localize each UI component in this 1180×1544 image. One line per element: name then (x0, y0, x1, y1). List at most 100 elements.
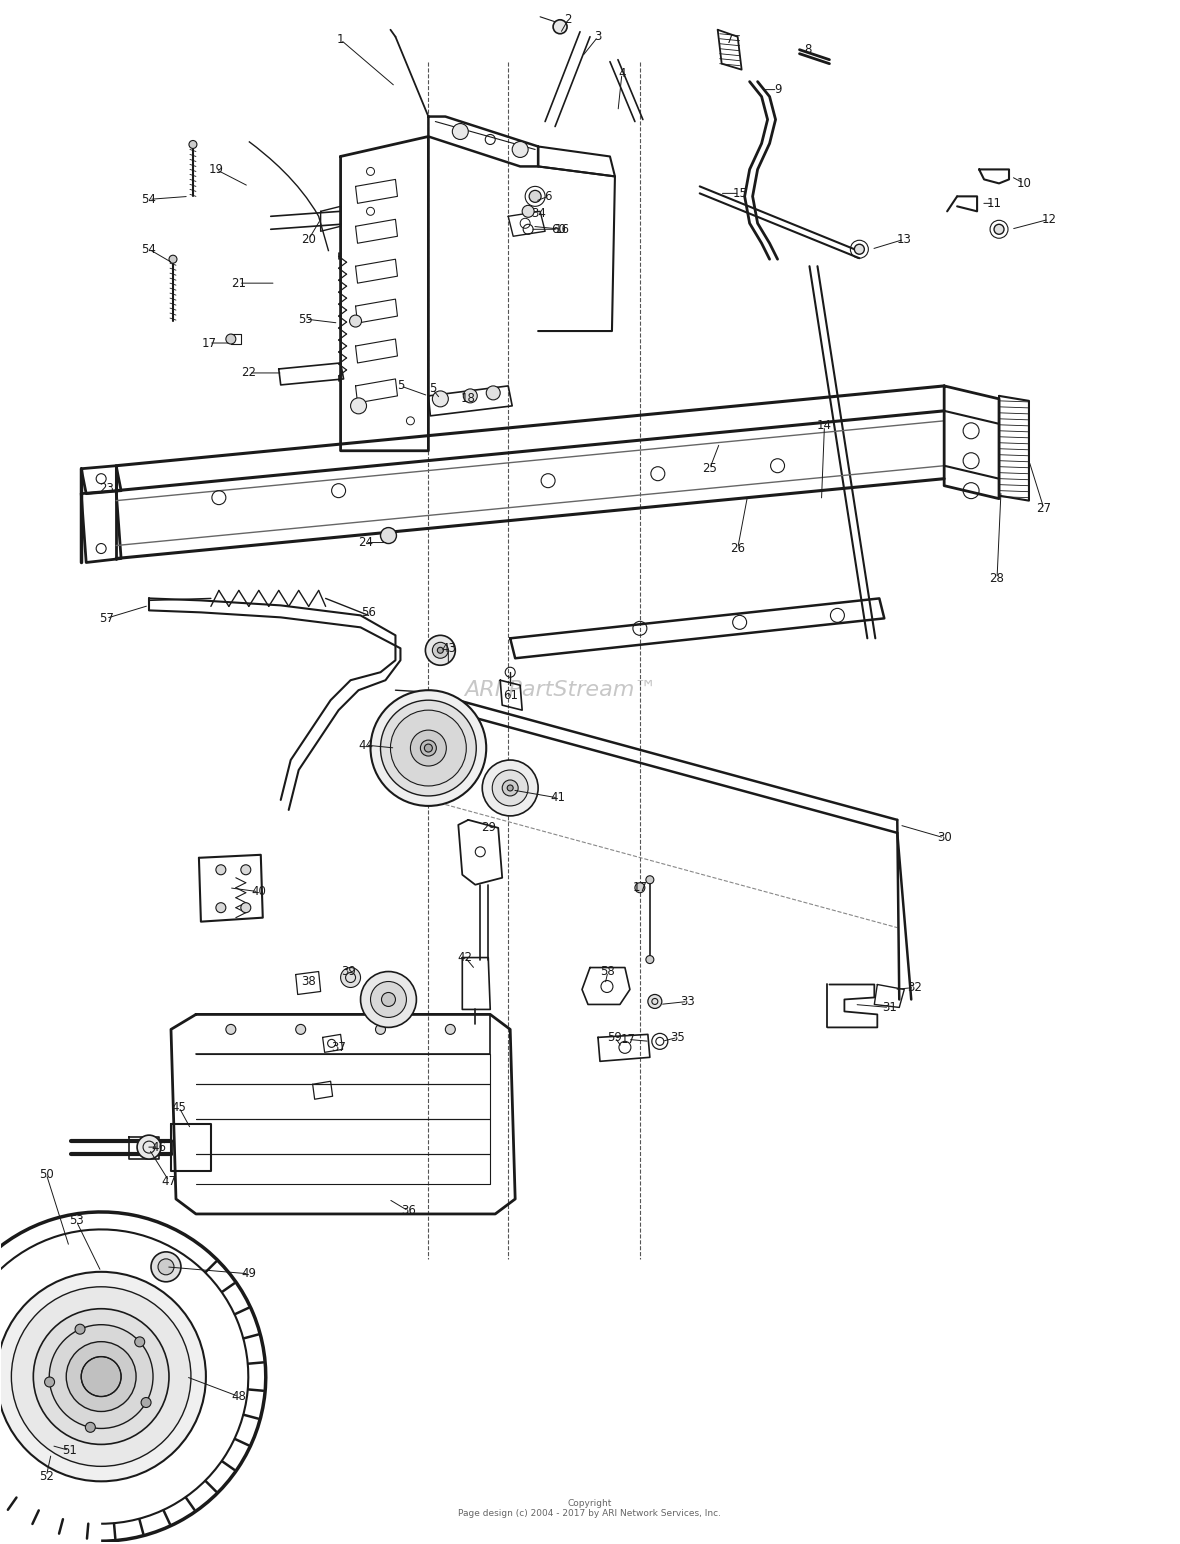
Text: 11: 11 (986, 196, 1002, 210)
Text: 17: 17 (202, 337, 216, 349)
Circle shape (85, 1422, 96, 1433)
Text: 4: 4 (618, 66, 625, 80)
Circle shape (380, 528, 396, 543)
Circle shape (241, 865, 251, 875)
Circle shape (371, 690, 486, 806)
Text: 17: 17 (621, 1033, 635, 1045)
Text: ARI PartStream™: ARI PartStream™ (464, 681, 656, 699)
Circle shape (50, 1325, 153, 1428)
Circle shape (411, 730, 446, 766)
Text: 50: 50 (39, 1167, 53, 1181)
Text: 59: 59 (608, 1031, 622, 1044)
Text: 33: 33 (681, 994, 695, 1008)
Text: 54: 54 (142, 193, 157, 205)
Circle shape (151, 1252, 181, 1282)
Text: 49: 49 (241, 1268, 256, 1280)
Circle shape (529, 190, 542, 202)
Text: 48: 48 (231, 1390, 247, 1403)
Text: 13: 13 (897, 233, 912, 245)
Circle shape (648, 994, 662, 1008)
Circle shape (854, 244, 865, 255)
Circle shape (135, 1337, 145, 1346)
Circle shape (553, 20, 568, 34)
Text: 34: 34 (531, 207, 545, 219)
Circle shape (12, 1286, 191, 1467)
Circle shape (438, 647, 444, 653)
Text: 42: 42 (458, 951, 473, 963)
Text: 3: 3 (595, 31, 602, 43)
Circle shape (225, 334, 236, 344)
Text: 53: 53 (68, 1215, 84, 1227)
Circle shape (371, 982, 406, 1017)
Text: 36: 36 (401, 1204, 415, 1218)
Circle shape (45, 1377, 54, 1387)
Circle shape (420, 740, 437, 757)
Circle shape (33, 1309, 169, 1445)
Circle shape (381, 993, 395, 1007)
Text: 46: 46 (151, 1141, 166, 1153)
Text: 39: 39 (341, 965, 356, 977)
Text: 5: 5 (428, 383, 437, 395)
Circle shape (425, 635, 455, 665)
Text: 58: 58 (601, 965, 615, 977)
Circle shape (994, 224, 1004, 235)
Circle shape (158, 1258, 173, 1275)
Text: 19: 19 (209, 164, 223, 176)
Text: 26: 26 (730, 542, 745, 554)
Text: 10: 10 (1016, 178, 1031, 190)
Circle shape (350, 398, 367, 414)
Circle shape (432, 391, 448, 408)
Circle shape (225, 1024, 236, 1034)
Text: 23: 23 (99, 482, 113, 496)
Text: 47: 47 (162, 1175, 177, 1187)
Circle shape (445, 1024, 455, 1034)
Text: 1: 1 (336, 34, 345, 46)
Circle shape (137, 1135, 160, 1160)
Circle shape (391, 710, 466, 786)
Text: 24: 24 (358, 536, 373, 550)
Text: 27: 27 (1036, 502, 1051, 516)
Text: Copyright
Page design (c) 2004 - 2017 by ARI Network Services, Inc.: Copyright Page design (c) 2004 - 2017 by… (459, 1499, 721, 1518)
Circle shape (142, 1397, 151, 1408)
Circle shape (296, 1024, 306, 1034)
Text: 18: 18 (461, 392, 476, 406)
Circle shape (169, 255, 177, 262)
Text: 51: 51 (61, 1444, 77, 1458)
Circle shape (512, 142, 529, 157)
Text: 15: 15 (733, 187, 747, 199)
Circle shape (432, 642, 448, 658)
Text: 31: 31 (881, 1001, 897, 1014)
Text: 45: 45 (171, 1101, 186, 1113)
Text: 35: 35 (670, 1031, 686, 1044)
Text: 12: 12 (1042, 213, 1056, 225)
Text: 32: 32 (906, 980, 922, 994)
Circle shape (341, 968, 361, 988)
Circle shape (241, 903, 251, 913)
Text: 8: 8 (804, 43, 811, 56)
Text: 7: 7 (726, 34, 734, 46)
Circle shape (66, 1342, 136, 1411)
Circle shape (486, 386, 500, 400)
Circle shape (645, 956, 654, 963)
Circle shape (0, 1272, 205, 1481)
Circle shape (349, 315, 361, 327)
Circle shape (380, 699, 477, 797)
Text: 38: 38 (301, 974, 316, 988)
Circle shape (452, 124, 468, 139)
Circle shape (635, 883, 645, 892)
Text: 17: 17 (632, 882, 648, 894)
Text: 37: 37 (332, 1041, 346, 1055)
Text: 25: 25 (702, 462, 717, 476)
Text: 20: 20 (301, 233, 316, 245)
Text: 41: 41 (551, 792, 565, 804)
Circle shape (375, 1024, 386, 1034)
Circle shape (189, 141, 197, 148)
Circle shape (645, 875, 654, 883)
Circle shape (76, 1325, 85, 1334)
Text: 43: 43 (441, 642, 455, 655)
Text: 16: 16 (555, 222, 570, 236)
Circle shape (523, 205, 535, 218)
Text: 60: 60 (551, 222, 565, 236)
Text: 28: 28 (990, 571, 1004, 585)
Circle shape (464, 389, 477, 403)
